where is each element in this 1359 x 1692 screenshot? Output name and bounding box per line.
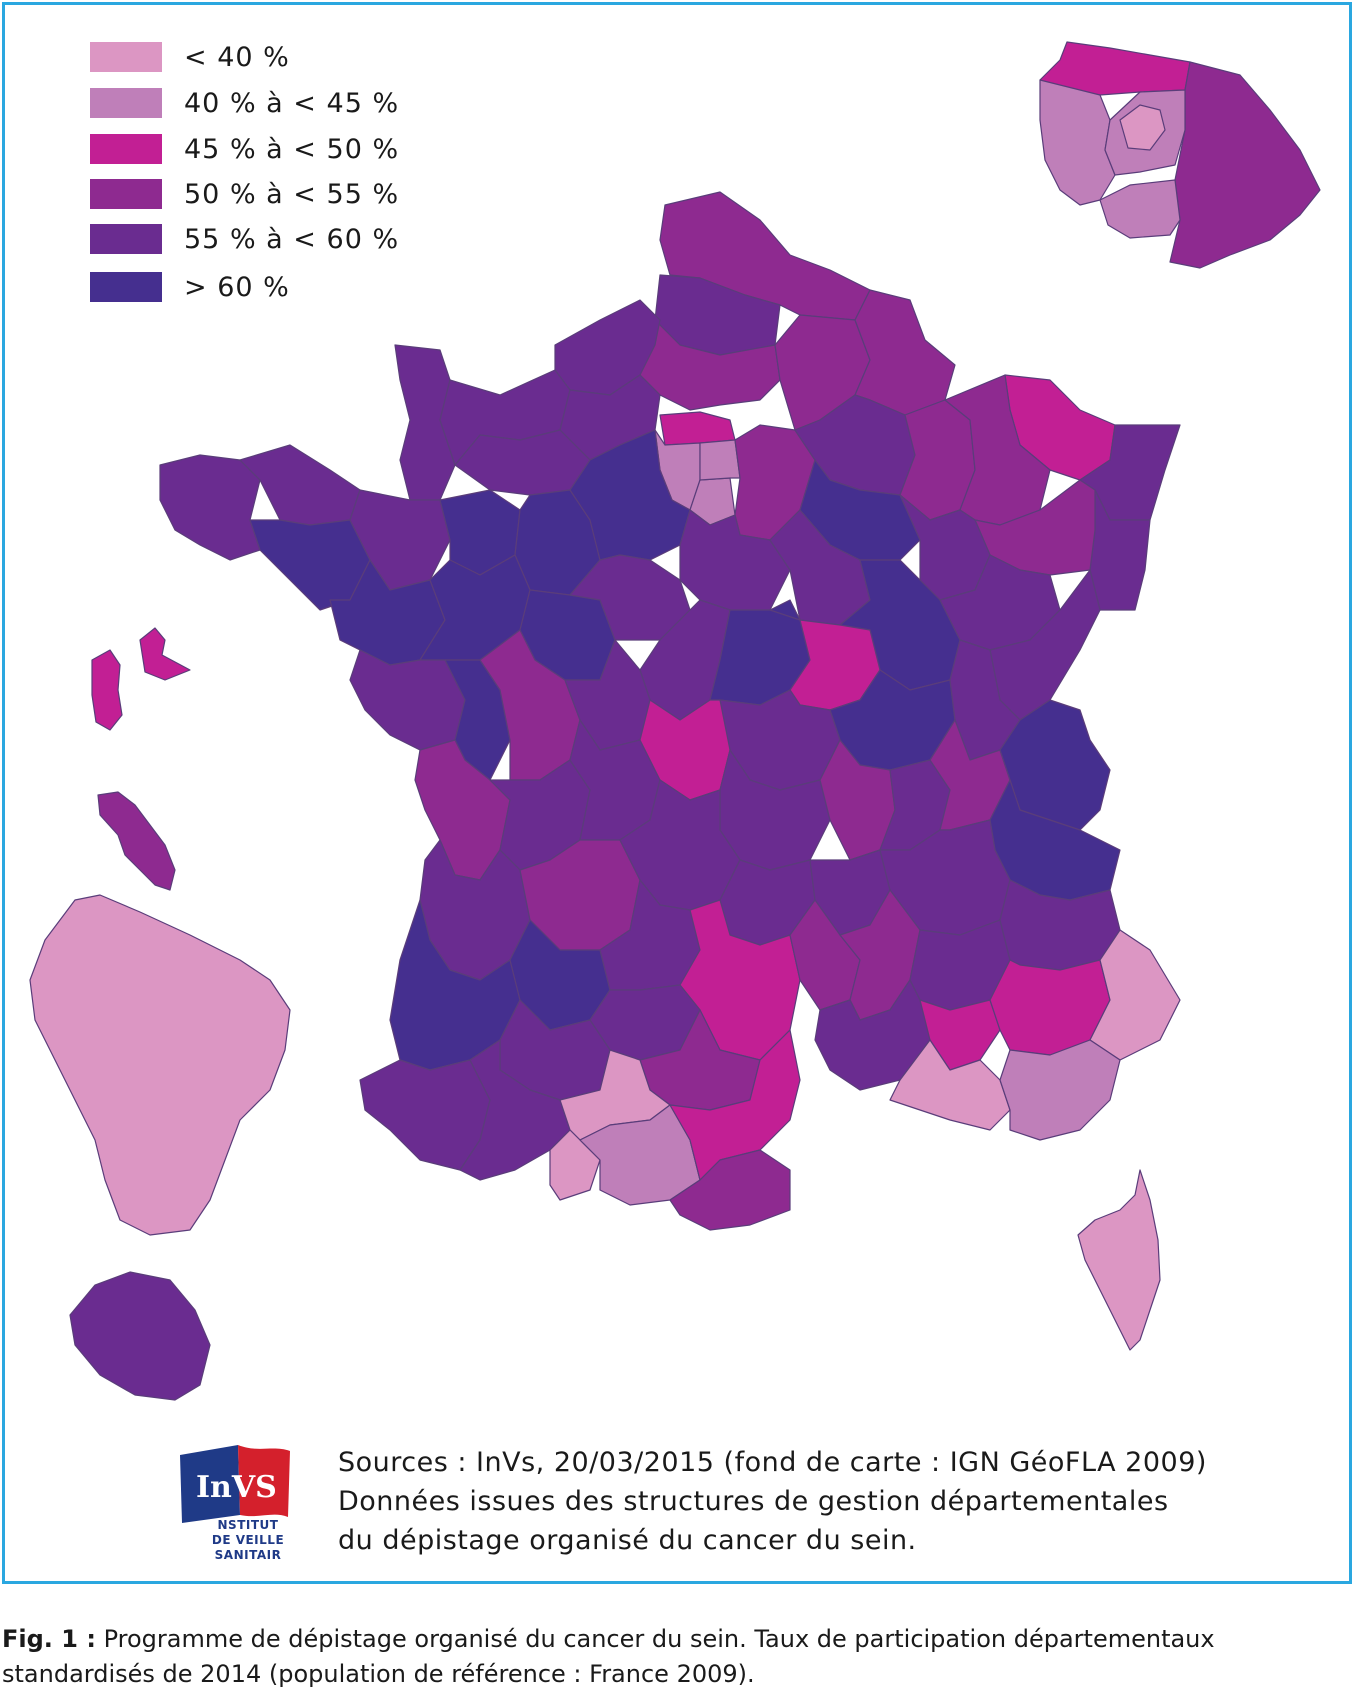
region-reunion (69, 1271, 211, 1401)
legend-swatch (90, 272, 162, 302)
region-alpes-maritimes (1089, 929, 1181, 1061)
region-paris-hauts (699, 439, 741, 481)
legend-swatch (90, 42, 162, 72)
legend-swatch (90, 224, 162, 254)
choropleth-map (29, 41, 1321, 1401)
logo-caption-line2: DE VEILLE SANITAIR (211, 1533, 285, 1562)
region-martinique (97, 791, 176, 891)
mainland-france (159, 191, 1181, 1231)
sources-text: Sources : InVs, 20/03/2015 (fond de cart… (338, 1443, 1207, 1560)
region-corse (1077, 1169, 1161, 1351)
sources-line-3: du dépistage organisé du cancer du sein. (338, 1525, 917, 1556)
legend-label: 40 % à < 45 % (184, 87, 400, 119)
region-val-doise (659, 411, 736, 446)
region-finistere (159, 454, 261, 561)
legend-item: > 60 % (90, 271, 290, 303)
legend-item: 40 % à < 45 % (90, 87, 400, 119)
legend-label: < 40 % (184, 41, 290, 73)
region-herault (669, 1029, 801, 1181)
logo-flag-blue (180, 1445, 240, 1523)
logo-caption-line1: NSTITUT (217, 1518, 279, 1532)
region-idf-south (1099, 179, 1181, 239)
legend-item: 45 % à < 50 % (90, 133, 400, 165)
figure-caption: Fig. 1 : Programme de dépistage organisé… (2, 1622, 1354, 1692)
region-guadeloupe (91, 627, 191, 731)
caption-label: Fig. 1 : (2, 1625, 96, 1653)
legend-item: 50 % à < 55 % (90, 178, 400, 210)
region-aude (669, 1149, 791, 1231)
caption-text: Programme de dépistage organisé du cance… (2, 1625, 1215, 1688)
legend-swatch (90, 179, 162, 209)
legend-item: < 40 % (90, 41, 290, 73)
sources-line-2: Données issues des structures de gestion… (338, 1486, 1169, 1517)
logo-flag-red (238, 1445, 290, 1517)
region-loir-et-cher (569, 554, 691, 641)
legend-swatch (90, 134, 162, 164)
legend-label: > 60 % (184, 271, 290, 303)
logo-caption: NSTITUT DE VEILLE SANITAIR (178, 1518, 318, 1563)
region-idf-paris (1119, 104, 1166, 151)
legend-label: 55 % à < 60 % (184, 223, 400, 255)
logo-text: InVS (196, 1470, 277, 1505)
legend-label: 50 % à < 55 % (184, 178, 400, 210)
region-guyane (29, 894, 291, 1236)
region-idf-east (1169, 61, 1321, 269)
sources-line-1: Sources : InVs, 20/03/2015 (fond de cart… (338, 1447, 1207, 1478)
ile-de-france-inset (1039, 41, 1321, 269)
region-ardennes (854, 289, 956, 416)
invs-logo: InVS (180, 1445, 290, 1523)
legend-item: 55 % à < 60 % (90, 223, 400, 255)
legend-swatch (90, 88, 162, 118)
region-idf-west (1039, 79, 1116, 206)
legend-label: 45 % à < 50 % (184, 133, 400, 165)
region-var (999, 1039, 1121, 1141)
